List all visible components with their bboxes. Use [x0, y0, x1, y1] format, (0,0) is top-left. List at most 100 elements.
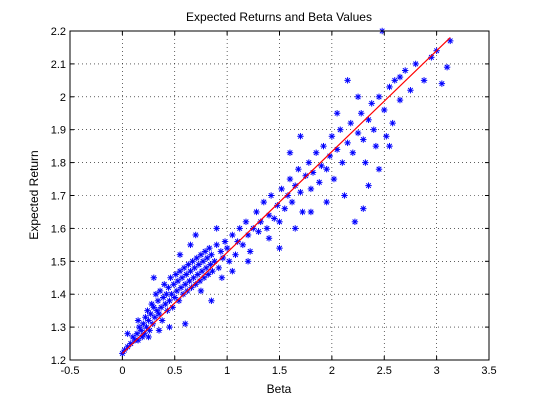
data-point: [299, 208, 306, 216]
data-point: [438, 80, 446, 87]
data-point: [358, 110, 365, 117]
data-point: [176, 251, 184, 258]
data-point: [265, 235, 273, 242]
data-point: [163, 291, 170, 298]
data-point: [337, 126, 344, 133]
data-point: [365, 116, 372, 124]
x-axis-title: Beta: [267, 382, 292, 396]
data-point: [145, 317, 152, 324]
y-tick-label: 1.4: [51, 289, 66, 301]
data-point: [195, 261, 203, 268]
data-point: [138, 327, 145, 334]
data-point: [323, 165, 330, 173]
data-point: [255, 228, 262, 235]
y-tick-label: 1.8: [51, 158, 66, 170]
data-point: [347, 119, 354, 127]
data-point: [153, 307, 161, 314]
x-tick-label: 0.5: [167, 365, 182, 377]
data-point: [368, 100, 375, 107]
data-point: [389, 119, 396, 127]
data-point: [386, 83, 393, 91]
data-point: [239, 241, 247, 249]
data-point: [372, 142, 380, 150]
data-point: [229, 231, 236, 239]
data-point: [375, 165, 383, 173]
data-point: [152, 291, 160, 298]
data-point: [271, 215, 278, 222]
data-point: [197, 251, 205, 258]
data-point: [213, 241, 220, 249]
data-point: [200, 274, 208, 281]
data-point: [244, 258, 252, 265]
data-point: [155, 327, 163, 334]
data-point: [278, 185, 285, 193]
data-point: [443, 63, 451, 71]
data-point: [202, 264, 210, 272]
data-point: [145, 333, 152, 341]
data-point: [229, 267, 236, 275]
data-point: [187, 267, 194, 275]
x-tick-label: 1.5: [272, 365, 287, 377]
data-point: [165, 284, 172, 291]
data-point: [211, 258, 218, 265]
data-point: [172, 271, 179, 278]
data-point: [253, 208, 260, 216]
data-point: [223, 244, 231, 252]
data-point: [232, 251, 239, 258]
data-point: [170, 281, 177, 288]
data-point: [344, 77, 351, 84]
data-point: [226, 258, 233, 265]
y-tick-label: 2.1: [51, 59, 66, 71]
data-point: [307, 208, 315, 216]
data-point: [365, 182, 372, 189]
data-point: [362, 159, 369, 166]
data-point: [236, 225, 243, 232]
data-point: [292, 182, 299, 189]
data-point: [167, 274, 174, 281]
x-tick-label: 2.5: [377, 365, 392, 377]
data-point: [204, 254, 211, 262]
data-point: [341, 192, 348, 199]
data-point: [197, 287, 205, 295]
chart-title: Expected Returns and Beta Values: [186, 10, 372, 24]
fit-line: [121, 37, 451, 354]
x-tick-label: 2: [329, 365, 335, 377]
x-tick-label: 3.5: [481, 365, 496, 377]
data-points: [119, 27, 454, 357]
data-point: [178, 274, 186, 281]
data-point: [276, 244, 283, 252]
data-point: [198, 267, 206, 275]
data-point: [207, 261, 214, 268]
data-point: [297, 133, 304, 140]
data-point: [174, 277, 182, 285]
data-point: [157, 304, 165, 311]
data-point: [286, 149, 294, 156]
data-point: [351, 218, 359, 226]
data-point: [344, 139, 351, 147]
data-point: [180, 264, 188, 272]
data-point: [187, 241, 194, 249]
data-point: [166, 297, 173, 304]
data-point: [124, 343, 131, 351]
data-point: [407, 87, 414, 94]
y-tick-label: 2.2: [51, 26, 66, 38]
data-point: [360, 136, 367, 143]
data-point: [199, 258, 207, 265]
data-point: [183, 271, 190, 278]
data-point: [305, 159, 313, 166]
data-point: [360, 205, 367, 212]
data-point: [189, 258, 196, 265]
data-point: [250, 225, 257, 232]
data-point: [330, 175, 338, 183]
data-point: [148, 300, 155, 308]
data-point: [192, 231, 199, 239]
data-point: [158, 317, 166, 324]
data-point: [312, 149, 320, 156]
data-point: [201, 248, 209, 255]
data-point: [302, 172, 309, 179]
data-point: [209, 267, 216, 275]
data-point: [162, 300, 169, 308]
data-point: [190, 274, 197, 281]
